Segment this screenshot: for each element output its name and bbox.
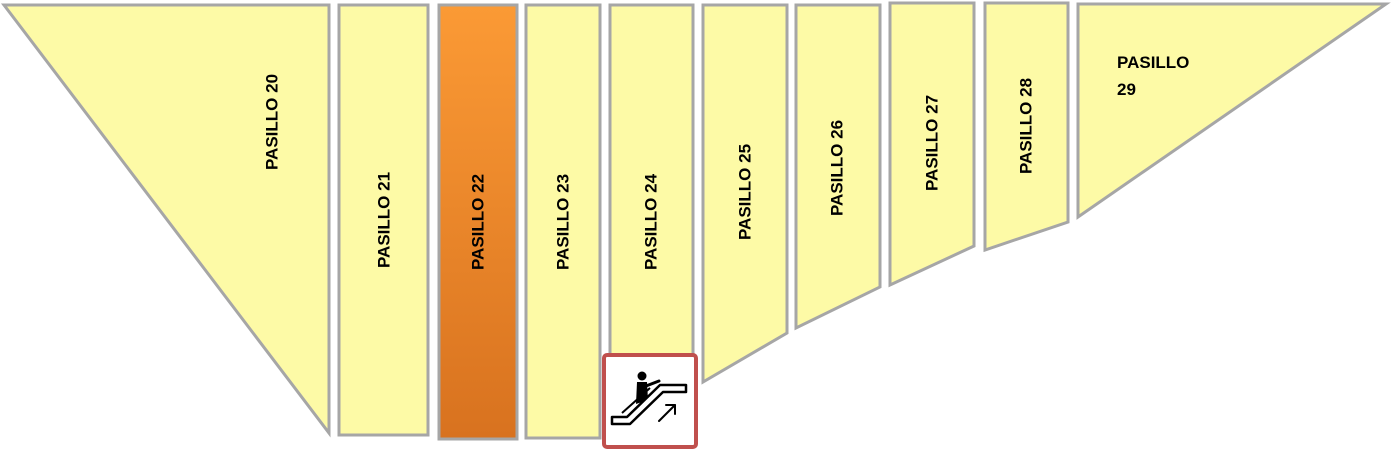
aisle-24-label: PASILLO 24	[641, 173, 660, 270]
aisle-24-shape	[608, 3, 695, 357]
aisle-25-label: PASILLO 25	[735, 144, 754, 240]
aisle-20-shape	[0, 3, 331, 438]
aisle-29-label-line1: PASILLO	[1117, 53, 1189, 72]
aisle-28-label: PASILLO 28	[1016, 78, 1035, 174]
aisle-24[interactable]: PASILLO 24	[608, 3, 695, 357]
aisle-28-shape	[983, 1, 1070, 253]
aisle-25-shape	[701, 3, 789, 385]
aisle-26-label: PASILLO 26	[827, 120, 846, 216]
aisle-27-shape	[888, 1, 976, 288]
aisle-22-shape	[437, 3, 519, 441]
aisle-23-label: PASILLO 23	[553, 174, 572, 270]
aisle-23[interactable]: PASILLO 23	[524, 3, 602, 440]
aisle-29-shape	[1076, 2, 1391, 220]
aisle-26[interactable]: PASILLO 26	[794, 3, 882, 331]
aisle-29-label-line2: 29	[1117, 80, 1136, 99]
aisle-21-shape	[337, 3, 430, 437]
escalator-up-icon	[610, 371, 688, 426]
aisle-20-label: PASILLO 20	[262, 74, 281, 170]
escalator-sign	[602, 353, 698, 449]
aisle-27-label: PASILLO 27	[922, 95, 941, 191]
aisle-25[interactable]: PASILLO 25	[701, 3, 789, 385]
aisle-21[interactable]: PASILLO 21	[337, 3, 430, 437]
aisle-22-label: PASILLO 22	[468, 174, 487, 270]
aisle-21-label: PASILLO 21	[374, 172, 393, 268]
aisle-27[interactable]: PASILLO 27	[888, 1, 976, 288]
aisle-29[interactable]: PASILLO 29	[1076, 2, 1391, 220]
aisle-28[interactable]: PASILLO 28	[983, 1, 1070, 253]
aisle-22[interactable]: PASILLO 22	[437, 3, 519, 441]
aisle-23-shape	[524, 3, 602, 440]
aisle-20[interactable]: PASILLO 20	[0, 3, 331, 438]
aisle-26-shape	[794, 3, 882, 331]
